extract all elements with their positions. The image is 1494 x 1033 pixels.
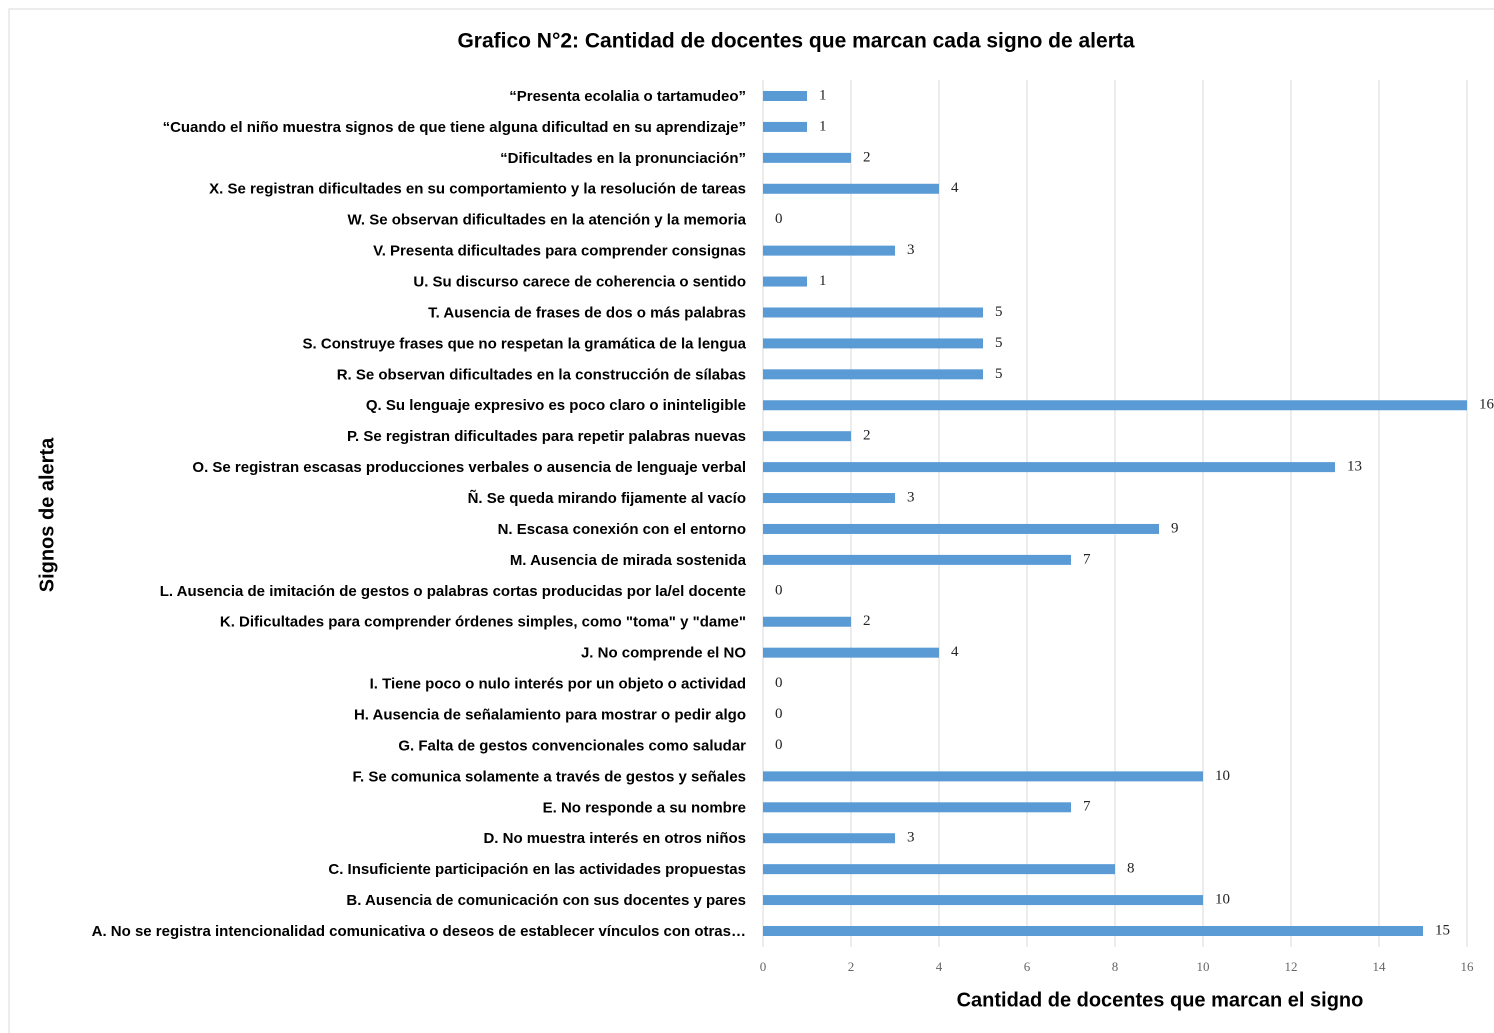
value-label: 2	[863, 428, 871, 444]
value-label: 0	[775, 737, 783, 753]
value-label: 7	[1083, 551, 1091, 567]
value-label: 3	[907, 489, 915, 505]
x-tick-label: 8	[1112, 959, 1119, 974]
bar	[763, 926, 1423, 936]
bar	[763, 276, 807, 287]
y-tick-label: S. Construye frases que no respetan la g…	[303, 335, 747, 352]
value-label: 10	[1215, 768, 1230, 784]
chart-frame	[8, 8, 1494, 1033]
value-label: 1	[819, 273, 827, 289]
y-tick-label: U. Su discurso carece de coherencia o se…	[413, 274, 746, 291]
y-tick-label: I. Tiene poco o nulo interés por un obje…	[370, 676, 746, 693]
bar	[763, 493, 895, 504]
bar	[763, 152, 851, 163]
value-label: 3	[907, 830, 915, 846]
y-tick-label: C. Insuficiente participación en las act…	[328, 861, 746, 878]
value-label: 5	[995, 366, 1003, 382]
y-tick-label: “Presenta ecolalia o tartamudeo”	[509, 88, 746, 105]
value-label: 0	[775, 675, 783, 691]
bar	[763, 431, 851, 442]
y-tick-label: “Dificultades en la pronunciación”	[500, 150, 746, 167]
y-tick-label: P. Se registran dificultades para repeti…	[347, 428, 746, 445]
x-tick-label: 12	[1285, 959, 1298, 974]
bar	[763, 121, 807, 132]
value-label: 8	[1127, 861, 1135, 877]
y-tick-label: M. Ausencia de mirada sostenida	[510, 552, 747, 569]
x-tick-label: 4	[936, 959, 943, 974]
x-tick-label: 16	[1461, 959, 1475, 974]
y-tick-label: B. Ausencia de comunicación con sus doce…	[346, 892, 746, 909]
bar	[763, 523, 1159, 534]
bar	[763, 338, 983, 349]
bar	[763, 616, 851, 627]
value-label: 16	[1479, 397, 1494, 413]
bar	[763, 183, 939, 194]
value-label: 2	[863, 149, 871, 165]
value-label: 5	[995, 335, 1003, 351]
bar	[763, 245, 895, 256]
y-tick-label: X. Se registran dificultades en su compo…	[209, 181, 746, 198]
value-label: 4	[951, 644, 959, 660]
y-tick-label: O. Se registran escasas producciones ver…	[192, 459, 746, 476]
bar	[763, 864, 1115, 875]
value-label: 1	[819, 118, 827, 134]
bar	[763, 554, 1071, 565]
x-tick-label: 14	[1373, 959, 1387, 974]
bar	[763, 771, 1203, 782]
y-tick-label: K. Dificultades para comprender órdenes …	[220, 614, 746, 631]
bar	[763, 369, 983, 380]
y-tick-label: H. Ausencia de señalamiento para mostrar…	[354, 706, 746, 723]
x-tick-label: 6	[1024, 959, 1031, 974]
y-tick-label: T. Ausencia de frases de dos o más palab…	[428, 304, 746, 321]
bar	[763, 647, 939, 658]
y-tick-label: V. Presenta dificultades para comprender…	[373, 243, 746, 260]
y-tick-label: D. No muestra interés en otros niños	[483, 830, 746, 847]
value-label: 9	[1171, 520, 1179, 536]
value-label: 13	[1347, 459, 1362, 475]
chart-title: Grafico N°2: Cantidad de docentes que ma…	[457, 30, 1134, 53]
y-tick-label: G. Falta de gestos convencionales como s…	[398, 737, 746, 754]
y-tick-label: Q. Su lenguaje expresivo es poco claro o…	[366, 397, 746, 414]
y-tick-label: E. No responde a su nombre	[543, 799, 746, 816]
y-tick-label: R. Se observan dificultades en la constr…	[337, 366, 746, 383]
x-tick-label: 2	[848, 959, 855, 974]
value-label: 10	[1215, 892, 1230, 908]
value-label: 0	[775, 706, 783, 722]
x-tick-label: 10	[1197, 959, 1210, 974]
value-label: 4	[951, 180, 959, 196]
y-tick-label: Ñ. Se queda mirando fijamente al vacío	[468, 489, 746, 507]
y-tick-label: L. Ausencia de imitación de gestos o pal…	[160, 583, 746, 600]
value-label: 15	[1435, 922, 1450, 938]
y-tick-label: J. No comprende el NO	[581, 645, 746, 662]
value-label: 3	[907, 242, 915, 258]
value-label: 1	[819, 87, 827, 103]
bar	[763, 400, 1467, 411]
value-label: 7	[1083, 799, 1091, 815]
value-label: 5	[995, 304, 1003, 320]
bar	[763, 833, 895, 844]
y-tick-label: N. Escasa conexión con el entorno	[498, 521, 746, 538]
y-tick-label: F. Se comunica solamente a través de ges…	[352, 768, 746, 785]
x-axis-title: Cantidad de docentes que marcan el signo	[957, 989, 1364, 1011]
bar	[763, 91, 807, 101]
y-tick-label: A. No se registra intencionalidad comuni…	[92, 923, 746, 940]
x-tick-label: 0	[760, 959, 767, 974]
bar	[763, 895, 1203, 906]
y-tick-label: “Cuando el niño muestra signos de que ti…	[163, 119, 746, 136]
y-axis-title: Signos de alerta	[36, 437, 58, 592]
value-label: 0	[775, 582, 783, 598]
bar	[763, 462, 1335, 473]
bar	[763, 307, 983, 318]
y-tick-label: W. Se observan dificultades en la atenci…	[348, 212, 747, 229]
bar	[763, 802, 1071, 813]
value-label: 2	[863, 613, 871, 629]
value-label: 0	[775, 211, 783, 227]
